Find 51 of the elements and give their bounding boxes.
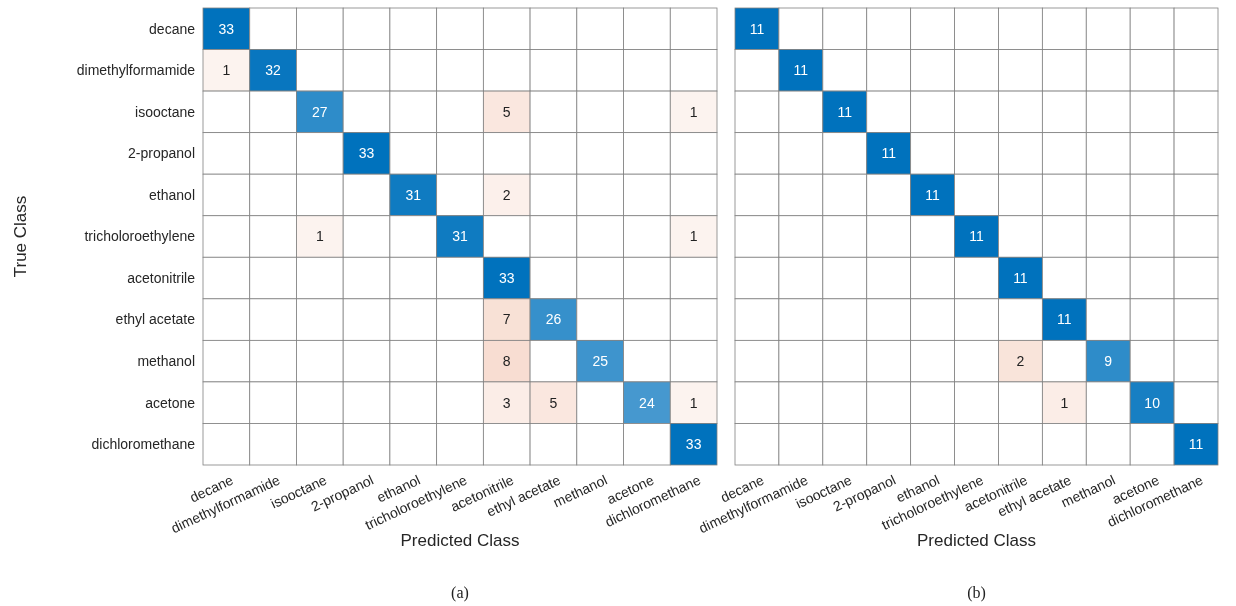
data-label: 11 xyxy=(1013,269,1028,286)
x-axis-title: Predicted Class xyxy=(400,531,520,550)
data-label: 25 xyxy=(592,353,609,370)
data-label: 2 xyxy=(502,186,511,203)
text: (b) xyxy=(967,584,986,602)
data-label: 32 xyxy=(265,62,282,79)
data-label: 26 xyxy=(545,311,562,328)
y-tick-label: ethanol xyxy=(149,186,195,203)
data-label: 1 xyxy=(689,103,698,120)
data-label: 33 xyxy=(498,269,515,286)
y-tick-label: acetone xyxy=(145,394,196,411)
data-label: 11 xyxy=(1057,311,1072,328)
y-tick-label: dimethylformamide xyxy=(76,62,196,79)
y-tick-label: dichloromethane xyxy=(91,436,196,453)
y-tick-label: isooctane xyxy=(135,103,196,120)
y-tick-label: 2-propanol xyxy=(128,145,195,162)
data-label: 2 xyxy=(1016,353,1025,370)
data-label: 1 xyxy=(689,394,698,411)
data-label: 11 xyxy=(749,20,765,37)
y-tick-label: tricholoroethylene xyxy=(84,228,196,245)
data-label: 33 xyxy=(218,20,235,37)
data-label: 1 xyxy=(315,228,324,245)
data-label: 9 xyxy=(1104,353,1113,370)
data-label: 1 xyxy=(222,62,231,79)
data-label: 11 xyxy=(969,228,984,245)
data-label: 11 xyxy=(793,62,809,79)
data-label: 3 xyxy=(502,394,511,411)
data-label: 1 xyxy=(1060,394,1069,411)
data-label: 11 xyxy=(837,103,853,120)
y-tick-label: methanol xyxy=(137,353,195,370)
data-label: 8 xyxy=(502,353,511,370)
data-label: 11 xyxy=(925,186,941,203)
text: (a) xyxy=(451,584,469,602)
y-tick-label: ethyl acetate xyxy=(115,311,196,328)
data-label: 33 xyxy=(685,436,702,453)
y-axis-title: True Class xyxy=(11,195,30,278)
data-label: 31 xyxy=(452,228,468,245)
data-label: 7 xyxy=(502,311,511,328)
data-label: 11 xyxy=(881,145,897,162)
data-label: 5 xyxy=(502,103,511,120)
y-tick-label: decane xyxy=(149,20,196,37)
data-label: 5 xyxy=(549,394,558,411)
x-axis-title: Predicted Class xyxy=(916,531,1037,550)
data-label: 10 xyxy=(1144,394,1161,411)
data-label: 31 xyxy=(405,186,422,203)
data-label: 1 xyxy=(689,228,698,245)
data-label: 24 xyxy=(639,394,655,411)
data-label: 11 xyxy=(1188,436,1204,453)
y-tick-label: acetonitrile xyxy=(127,269,196,286)
data-label: 33 xyxy=(358,145,375,162)
data-label: 27 xyxy=(312,103,328,120)
